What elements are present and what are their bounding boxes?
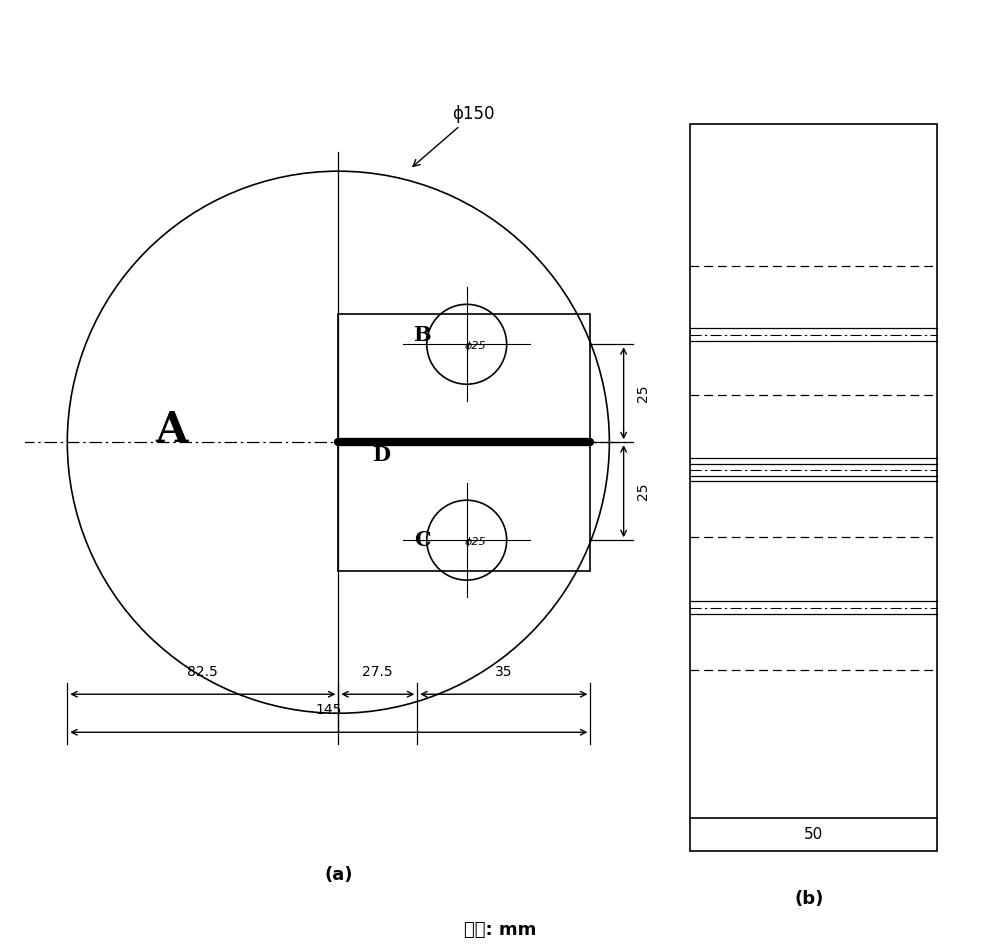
Text: (a): (a) [324, 866, 353, 883]
Text: A: A [156, 409, 188, 451]
Text: ϕ25: ϕ25 [465, 537, 486, 547]
Text: ϕ150: ϕ150 [413, 105, 495, 166]
Text: 145: 145 [316, 703, 342, 717]
Text: ϕ25: ϕ25 [465, 341, 486, 351]
Bar [338, 314, 590, 571]
Text: C: C [414, 530, 430, 551]
Text: 35: 35 [495, 665, 513, 679]
Text: 82.5: 82.5 [187, 665, 218, 679]
Text: D: D [372, 444, 390, 465]
Text: 25: 25 [636, 384, 650, 402]
Text: B: B [413, 324, 431, 345]
Text: (b): (b) [794, 890, 824, 907]
Text: 单位: mm: 单位: mm [464, 922, 536, 939]
Bar [690, 124, 937, 851]
Text: 50: 50 [804, 827, 823, 842]
Text: 27.5: 27.5 [362, 665, 393, 679]
Text: 25: 25 [636, 482, 650, 500]
